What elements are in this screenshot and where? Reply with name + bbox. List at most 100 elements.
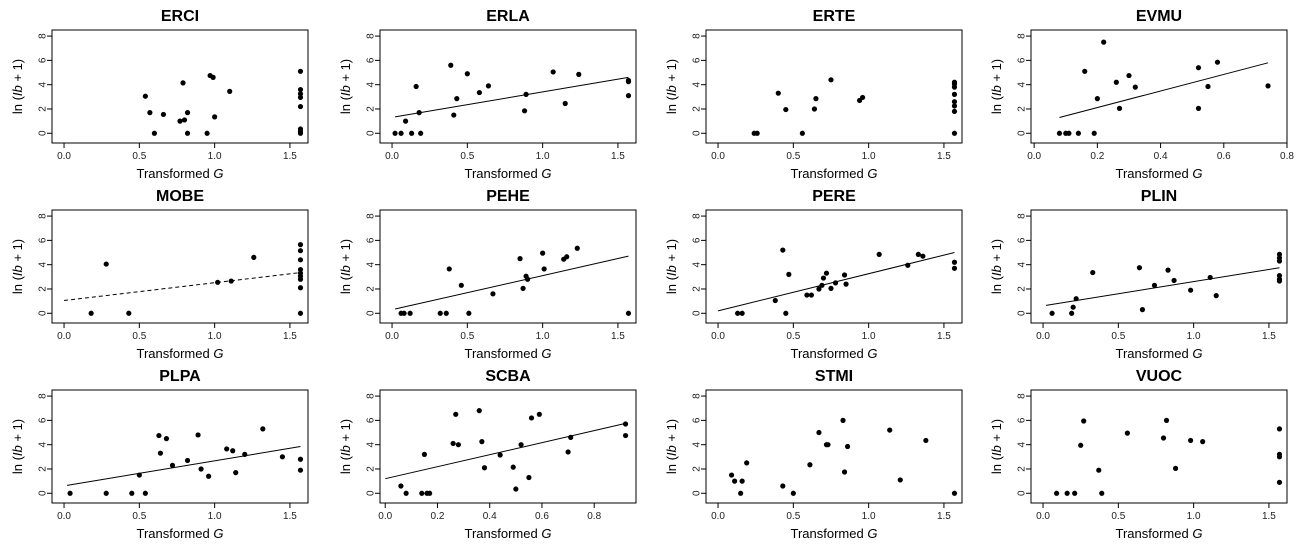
y-tick-label: 2 bbox=[692, 286, 703, 292]
y-tick-label: 4 bbox=[1017, 261, 1028, 267]
data-point bbox=[1188, 287, 1194, 293]
x-tick-label: 1.0 bbox=[208, 151, 222, 162]
data-point bbox=[832, 280, 839, 286]
data-point bbox=[1094, 96, 1100, 102]
y-axis-label: ln (Ib + 1) bbox=[664, 419, 679, 474]
data-point bbox=[1101, 39, 1107, 45]
y-tick-label: 6 bbox=[366, 417, 377, 423]
data-point bbox=[297, 285, 304, 291]
y-axis-label-text: + 1) bbox=[338, 59, 353, 85]
data-point bbox=[813, 96, 819, 102]
data-point bbox=[421, 451, 428, 457]
data-point bbox=[181, 117, 188, 123]
data-point bbox=[142, 93, 148, 99]
y-axis-label-text: + 1) bbox=[10, 59, 25, 85]
x-tick-label: 0.0 bbox=[1027, 151, 1041, 162]
y-axis-label: ln (Ib + 1) bbox=[10, 59, 25, 114]
x-axis-label: Transformed G bbox=[137, 166, 224, 181]
data-point bbox=[490, 291, 496, 297]
x-axis-label: Transformed G bbox=[791, 166, 878, 181]
y-tick-label: 8 bbox=[38, 213, 49, 219]
data-point bbox=[780, 247, 786, 253]
y-axis-label-text: + 1) bbox=[10, 239, 25, 265]
fit-line bbox=[63, 272, 301, 302]
data-point bbox=[876, 251, 882, 257]
y-tick-label: 0 bbox=[692, 130, 703, 136]
y-axis-label-text: ln ( bbox=[10, 455, 25, 474]
data-point bbox=[1165, 267, 1171, 273]
data-point bbox=[1136, 265, 1143, 271]
data-point bbox=[1124, 430, 1130, 436]
data-point bbox=[242, 451, 248, 457]
data-point bbox=[466, 310, 472, 316]
x-tick-label: 1.5 bbox=[611, 331, 625, 342]
data-point bbox=[416, 110, 422, 116]
y-axis-label-text: + 1) bbox=[10, 419, 25, 445]
x-tick-label: 0.0 bbox=[1036, 511, 1050, 522]
data-point bbox=[297, 242, 304, 248]
y-tick-label: 0 bbox=[1017, 130, 1028, 136]
y-tick-label: 6 bbox=[692, 417, 703, 423]
x-tick-label: 0.0 bbox=[711, 151, 725, 162]
y-tick-label: 0 bbox=[38, 310, 49, 316]
data-point bbox=[204, 130, 210, 136]
x-axis-label-variable: G bbox=[541, 346, 551, 361]
y-tick-label: 2 bbox=[692, 106, 703, 112]
y-tick-label: 8 bbox=[38, 33, 49, 39]
data-point bbox=[1066, 130, 1072, 136]
data-point bbox=[951, 103, 958, 109]
x-tick-label: 1.5 bbox=[611, 151, 625, 162]
data-point bbox=[540, 250, 546, 256]
data-point bbox=[260, 426, 266, 432]
data-point bbox=[1096, 467, 1102, 473]
x-tick-label: 0.0 bbox=[1036, 331, 1050, 342]
data-point bbox=[448, 62, 454, 68]
data-point bbox=[454, 96, 460, 102]
data-point bbox=[738, 490, 744, 496]
data-point bbox=[210, 74, 216, 80]
data-point bbox=[446, 266, 452, 272]
data-point bbox=[409, 130, 415, 136]
data-point bbox=[1188, 437, 1194, 444]
x-axis-label: Transformed G bbox=[1116, 526, 1203, 541]
plot-frame bbox=[705, 209, 963, 324]
x-tick-label: 0.5 bbox=[132, 331, 146, 342]
fit-line bbox=[385, 422, 626, 480]
x-axis-label: Transformed G bbox=[465, 526, 552, 541]
data-point bbox=[524, 276, 531, 282]
plot-frame bbox=[51, 29, 309, 144]
data-point bbox=[1073, 296, 1079, 302]
data-point bbox=[177, 118, 183, 124]
y-axis-label-text: ln ( bbox=[989, 275, 1004, 294]
data-point bbox=[517, 256, 523, 262]
y-tick-label: 4 bbox=[1017, 441, 1028, 447]
y-axis-label-variable: Ib bbox=[338, 265, 353, 276]
x-tick-label: 0.5 bbox=[786, 511, 800, 522]
y-tick-label: 8 bbox=[366, 393, 377, 399]
data-point bbox=[443, 310, 449, 316]
data-point bbox=[526, 474, 532, 481]
y-axis-label-text: ln ( bbox=[338, 275, 353, 294]
data-point bbox=[1265, 83, 1271, 89]
y-tick-label: 8 bbox=[692, 33, 703, 39]
x-axis-label-text: Transformed bbox=[791, 166, 868, 181]
data-point bbox=[147, 110, 153, 116]
x-tick-label: 0.5 bbox=[132, 511, 146, 522]
y-axis-label-variable: Ib bbox=[10, 445, 25, 456]
data-point bbox=[160, 111, 167, 118]
data-point bbox=[1054, 490, 1060, 496]
data-point bbox=[951, 99, 958, 105]
x-tick-label: 0.5 bbox=[460, 151, 474, 162]
data-point bbox=[184, 457, 191, 464]
data-point bbox=[783, 106, 789, 113]
data-point bbox=[297, 467, 304, 473]
y-tick-label: 6 bbox=[692, 237, 703, 243]
y-axis-label-text: ln ( bbox=[989, 455, 1004, 474]
y-tick-label: 6 bbox=[38, 417, 49, 423]
y-axis-label-text: + 1) bbox=[338, 419, 353, 445]
data-point bbox=[455, 442, 461, 448]
y-tick-label: 2 bbox=[366, 466, 377, 472]
data-point bbox=[823, 270, 830, 276]
